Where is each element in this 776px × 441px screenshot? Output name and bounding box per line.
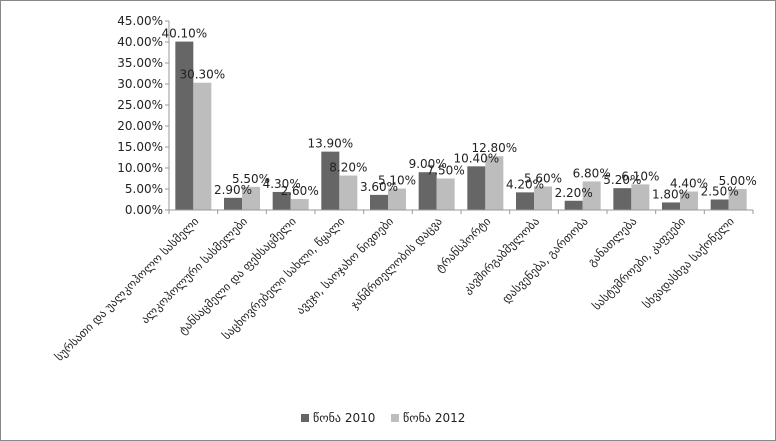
bar-2012 — [631, 184, 650, 210]
bar-2010 — [224, 197, 242, 210]
data-label-2010: 4.30% — [263, 177, 301, 191]
y-tick-label: 40.00% — [117, 35, 163, 49]
bar-2012 — [582, 181, 601, 210]
data-label-2012: 6.10% — [621, 169, 659, 183]
data-label-2012: 5.60% — [524, 171, 562, 185]
bar-2012 — [534, 186, 552, 210]
y-tick-label: 15.00% — [117, 140, 163, 154]
data-label-2012: 5.50% — [232, 172, 270, 186]
y-axis: 0.00% 5.00% 10.00% 15.00% 20.00% 25.00% 30.00%… — [117, 14, 170, 217]
y-tick-label: 45.00% — [117, 14, 163, 28]
data-label-2010: 13.90% — [307, 137, 353, 151]
bar-2012 — [193, 82, 212, 210]
data-label-2012: 12.80% — [471, 141, 517, 155]
legend-label-2010: წონა 2010 — [313, 411, 375, 425]
data-label-2012: 5.00% — [719, 174, 757, 188]
bar-2010 — [710, 199, 729, 210]
data-label-2010: 4.20% — [506, 177, 544, 191]
data-label-2010: 9.00% — [409, 157, 447, 171]
data-label-2012: 30.30% — [179, 68, 225, 82]
bar-2010 — [662, 202, 680, 210]
y-tick-label: 5.00% — [125, 182, 163, 196]
bar-2010 — [370, 194, 388, 210]
data-label-2010: 3.60% — [360, 180, 398, 194]
category-label: ჯანმრთელობის დაცვა — [347, 214, 444, 311]
legend-swatch-2010 — [301, 414, 309, 422]
y-tick-label: 30.00% — [117, 77, 163, 91]
bar-2010 — [272, 191, 291, 210]
y-tick-label: 10.00% — [117, 161, 163, 175]
y-tick-label: 0.00% — [125, 203, 163, 217]
data-label-2012: 6.80% — [573, 166, 611, 180]
bar-2012 — [388, 188, 406, 210]
category-label: ავეჯი, საოჯახო ნივთები — [293, 214, 396, 317]
bar-2012 — [485, 156, 504, 210]
bar-2010 — [321, 151, 340, 210]
data-label-2010: 2.90% — [214, 183, 252, 197]
bar-2010 — [175, 41, 194, 210]
data-label-2010: 2.20% — [555, 186, 593, 200]
data-label-2012: 8.20% — [329, 161, 367, 175]
data-label-2010: 5.20% — [603, 173, 641, 187]
bar-2012 — [436, 178, 455, 210]
legend-label-2012: წონა 2012 — [403, 411, 465, 425]
bar-2012 — [339, 175, 358, 210]
data-label-2010: 40.10% — [161, 27, 207, 41]
legend: წონა 2010 წონა 2012 — [301, 411, 465, 425]
bars-group — [175, 41, 747, 210]
data-label-2010: 1.80% — [652, 187, 690, 201]
y-tick-label: 25.00% — [117, 98, 163, 112]
y-tick-label: 35.00% — [117, 56, 163, 70]
data-label-2012: 2.60% — [281, 184, 319, 198]
bar-2010 — [564, 200, 583, 210]
data-label-2010: 10.40% — [453, 151, 499, 165]
category-label: სასტუმროები, კაფეები — [590, 214, 689, 313]
bar-2010 — [613, 188, 632, 210]
bar-2012 — [242, 186, 260, 210]
legend-swatch-2012 — [391, 414, 399, 422]
data-labels-group: 40.10% 30.30% 2.90%5.50%4.30%2.60% 13.90% 8.… — [161, 27, 756, 202]
data-label-2012: 4.40% — [670, 177, 708, 191]
bar-2010 — [418, 172, 437, 210]
bar-2012 — [728, 189, 747, 210]
category-label: დასვენება, გართობა — [499, 214, 591, 306]
bar-2010 — [516, 192, 534, 210]
category-label: სხვადასხვა საქონელი — [640, 214, 737, 311]
bar-2012 — [680, 191, 698, 210]
data-label-2012: 7.50% — [427, 164, 465, 178]
bar-2010 — [467, 166, 486, 210]
data-label-2012: 5.10% — [378, 174, 416, 188]
data-label-2010: 2.50% — [701, 185, 739, 199]
y-tick-label: 20.00% — [117, 119, 163, 133]
bar-2012 — [290, 199, 309, 210]
